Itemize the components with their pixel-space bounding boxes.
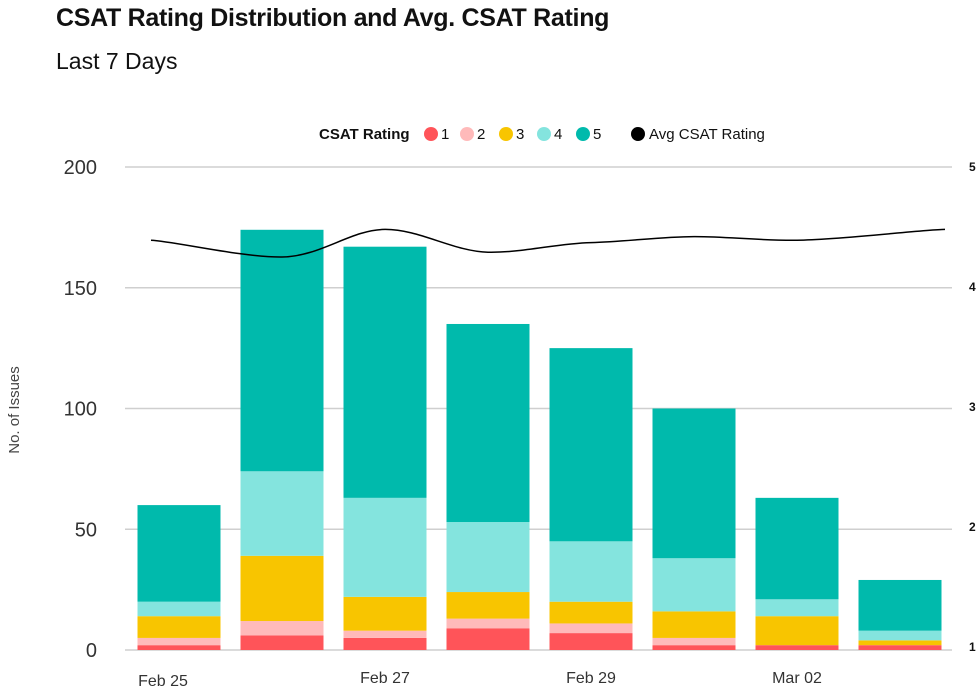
bar-segment-rating-5 bbox=[549, 348, 633, 542]
bar-segment-rating-5 bbox=[652, 408, 736, 559]
bar-segment-rating-4 bbox=[240, 471, 324, 556]
legend-marker-avg bbox=[631, 127, 645, 141]
bar-segment-rating-4 bbox=[755, 599, 839, 617]
legend-label: 5 bbox=[593, 126, 601, 143]
bar-segment-rating-3 bbox=[446, 592, 530, 619]
legend-label: 2 bbox=[477, 126, 485, 143]
bar-segment-rating-3 bbox=[755, 616, 839, 646]
bar-segment-rating-5 bbox=[446, 323, 530, 523]
bar-segment-rating-1 bbox=[652, 645, 736, 650]
bar-segment-rating-5 bbox=[755, 497, 839, 600]
y2-tick-label: 3 bbox=[969, 400, 976, 414]
y2-tick-label: 5 bbox=[969, 160, 976, 174]
bar-segment-rating-3 bbox=[549, 601, 633, 624]
bar-segment-rating-1 bbox=[549, 633, 633, 650]
bar-segment-rating-2 bbox=[652, 637, 736, 646]
bar-segment-rating-3 bbox=[652, 611, 736, 638]
legend-marker-rating-2 bbox=[460, 127, 474, 141]
chart-title: CSAT Rating Distribution and Avg. CSAT R… bbox=[56, 4, 610, 32]
bar-segment-rating-2 bbox=[137, 637, 221, 646]
bar-segment-rating-4 bbox=[549, 541, 633, 602]
bar-segment-rating-5 bbox=[137, 505, 221, 602]
y2-tick-label: 2 bbox=[969, 520, 976, 534]
legend-marker-rating-5 bbox=[576, 127, 590, 141]
bar-segment-rating-3 bbox=[240, 555, 324, 622]
legend-marker-rating-1 bbox=[424, 127, 438, 141]
bar-segment-rating-3 bbox=[858, 640, 942, 646]
bar-segment-rating-1 bbox=[343, 637, 427, 650]
y-tick-label: 150 bbox=[64, 278, 97, 300]
x-tick-label: Feb 27 bbox=[360, 670, 410, 687]
y-tick-label: 50 bbox=[75, 519, 97, 541]
x-tick-label: Mar 02 bbox=[772, 670, 822, 687]
bar-segment-rating-5 bbox=[343, 246, 427, 498]
bar-segment-rating-2 bbox=[240, 621, 324, 636]
bar-segment-rating-4 bbox=[137, 601, 221, 617]
y-tick-label: 200 bbox=[64, 157, 97, 179]
bar-segment-rating-2 bbox=[343, 630, 427, 638]
y-axis-label: No. of Issues bbox=[6, 366, 23, 454]
bar-segment-rating-5 bbox=[858, 579, 942, 631]
bar-segment-rating-4 bbox=[652, 558, 736, 612]
legend-label: 1 bbox=[441, 126, 449, 143]
bar-segment-rating-3 bbox=[137, 616, 221, 638]
legend-label: Avg CSAT Rating bbox=[649, 126, 765, 143]
bar-segment-rating-4 bbox=[343, 497, 427, 597]
bar-segment-rating-1 bbox=[137, 645, 221, 650]
y2-tick-label: 4 bbox=[969, 280, 976, 294]
bar-segment-rating-3 bbox=[343, 596, 427, 631]
y2-tick-label: 1 bbox=[969, 640, 976, 654]
bar-segment-rating-2 bbox=[446, 618, 530, 629]
bar-segment-rating-1 bbox=[858, 645, 942, 650]
bar-segment-rating-4 bbox=[446, 522, 530, 593]
x-tick-label: Feb 29 bbox=[566, 670, 616, 687]
avg-csat-line bbox=[150, 228, 946, 258]
legend-label: 4 bbox=[554, 126, 562, 143]
legend-title: CSAT Rating bbox=[319, 126, 410, 143]
bar-segment-rating-1 bbox=[446, 628, 530, 650]
bar-segment-rating-2 bbox=[549, 623, 633, 634]
bar-segment-rating-5 bbox=[240, 229, 324, 472]
bar-segment-rating-1 bbox=[755, 645, 839, 650]
y-tick-label: 100 bbox=[64, 399, 97, 421]
bar-segment-rating-4 bbox=[858, 630, 942, 641]
legend-marker-rating-3 bbox=[499, 127, 513, 141]
legend-marker-rating-4 bbox=[537, 127, 551, 141]
legend-label: 3 bbox=[516, 126, 524, 143]
y-tick-label: 0 bbox=[86, 640, 97, 662]
bar-segment-rating-1 bbox=[240, 635, 324, 650]
chart-subtitle: Last 7 Days bbox=[56, 48, 178, 74]
x-tick-label: Feb 25 bbox=[138, 673, 188, 690]
